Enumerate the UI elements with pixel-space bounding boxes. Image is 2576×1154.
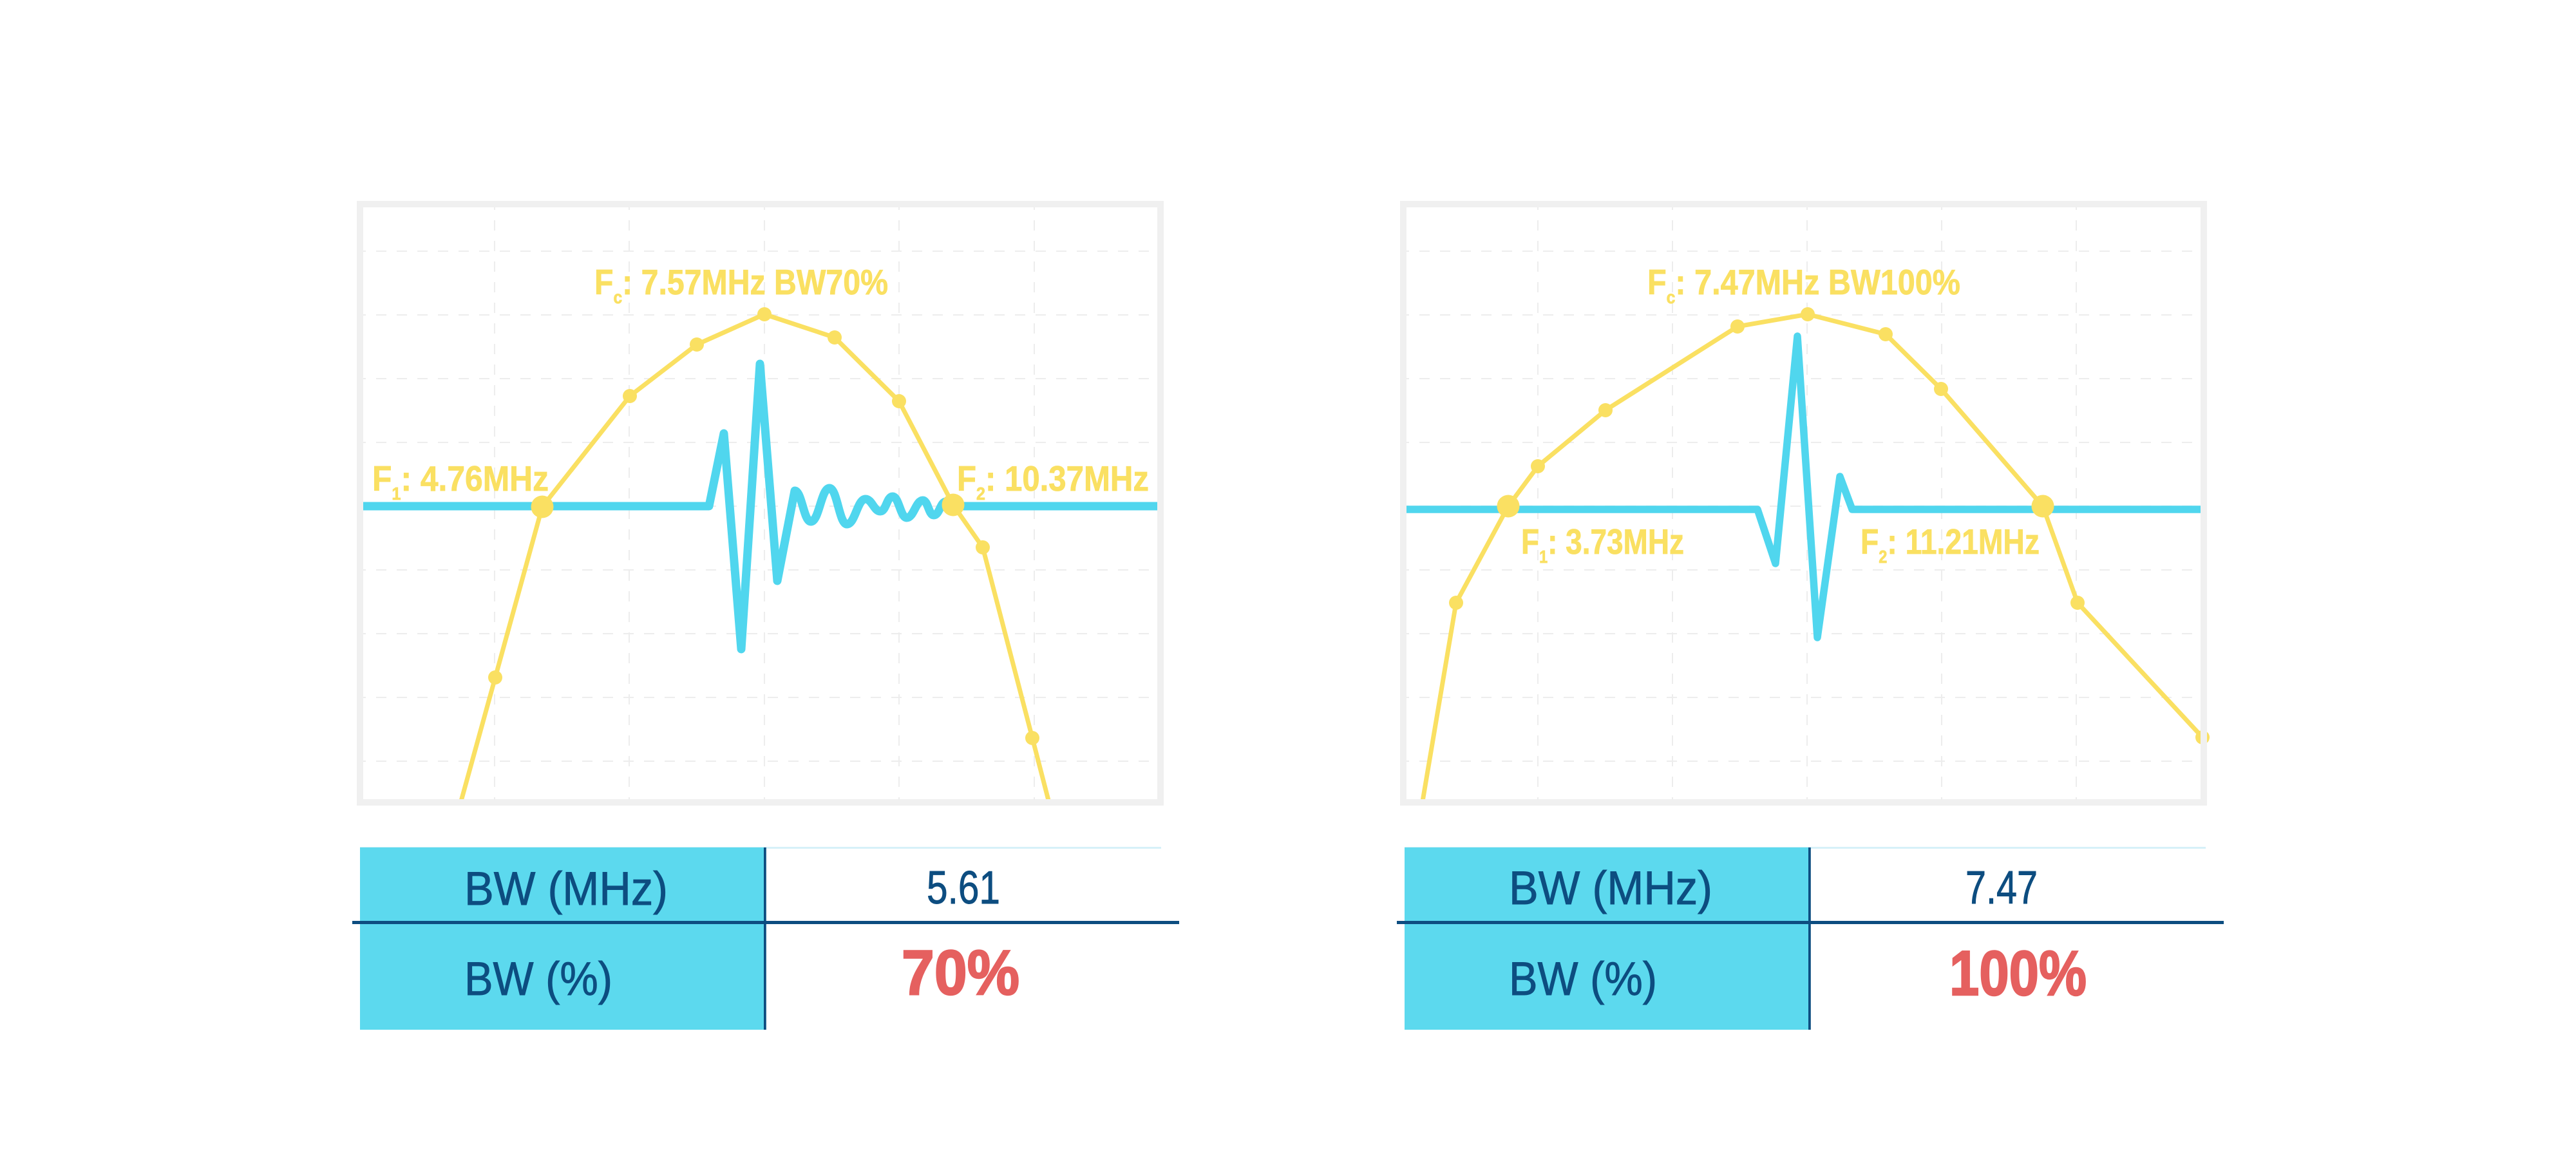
svg-text:F2: 10.37MHz: F2: 10.37MHz	[957, 459, 1149, 504]
svg-text:BW (%): BW (%)	[1509, 953, 1657, 1005]
svg-text:5.61: 5.61	[927, 862, 1000, 914]
svg-text:BW (MHz): BW (MHz)	[1509, 862, 1712, 914]
svg-text:BW (MHz): BW (MHz)	[464, 863, 668, 915]
svg-text:Fc: 7.47MHz BW100%: Fc: 7.47MHz BW100%	[1647, 262, 1960, 307]
svg-text:F2: 11.21MHz: F2: 11.21MHz	[1861, 522, 2040, 567]
svg-text:F1: 3.73MHz: F1: 3.73MHz	[1521, 522, 1684, 567]
svg-text:F1: 4.76MHz: F1: 4.76MHz	[372, 459, 549, 504]
svg-text:Fc: 7.57MHz BW70%: Fc: 7.57MHz BW70%	[594, 262, 888, 307]
svg-text:7.47: 7.47	[1965, 862, 2038, 914]
svg-text:BW (%): BW (%)	[464, 953, 612, 1005]
svg-text:70%: 70%	[902, 937, 1019, 1008]
svg-text:100%: 100%	[1949, 938, 2087, 1008]
